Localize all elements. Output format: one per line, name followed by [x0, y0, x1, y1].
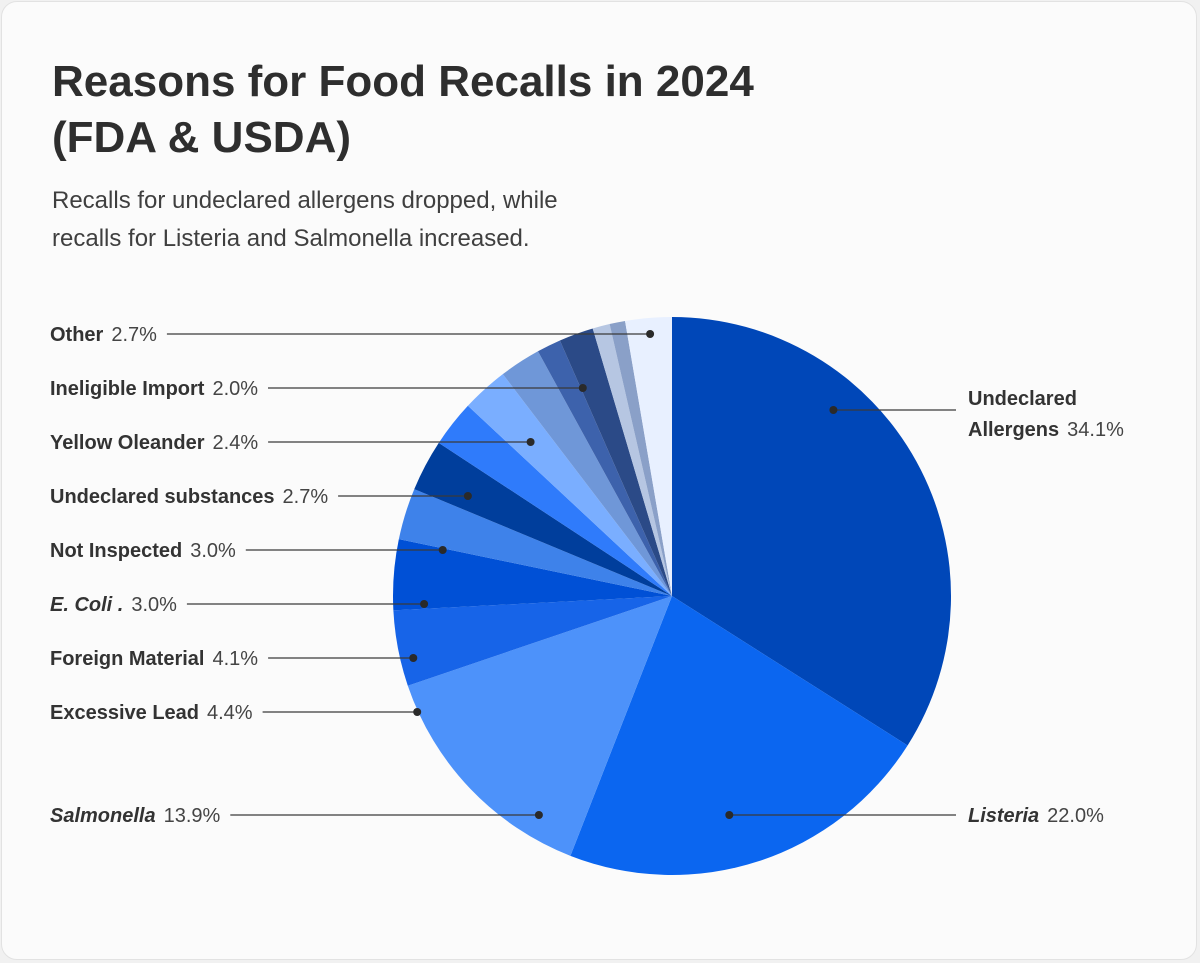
slice-label-listeria: Listeria 22.0% — [968, 805, 1104, 827]
pie-slice-ineligible-import — [559, 328, 672, 596]
slice-label-name: Foreign Material — [50, 648, 204, 670]
slice-label-value: 13.9% — [164, 805, 221, 827]
pie-slice-yellow-oleander — [502, 351, 672, 596]
leader-dot-yellow-oleander — [526, 438, 535, 446]
pie-slices — [392, 317, 952, 875]
slice-label-name-line2: Allergens — [968, 419, 1059, 441]
pie-slice-e-coli — [398, 489, 672, 596]
slice-label-name: Undeclared substances — [50, 486, 275, 508]
pie-slice-undeclared-allergens — [672, 317, 952, 746]
slice-label-value: 4.1% — [212, 648, 258, 670]
slice-label-value: 3.0% — [131, 594, 177, 616]
slice-label-name: Ineligible Import — [50, 378, 205, 400]
title-line-2: (FDA & USDA) — [52, 113, 351, 162]
slice-label-value: 2.7% — [283, 486, 329, 508]
pie-slice-unlabeled-8 — [467, 374, 672, 596]
slice-label-undeclared-substances: Undeclared substances 2.7% — [50, 486, 328, 508]
pie-slice-foreign-material — [392, 539, 672, 611]
slice-label-excessive-lead: Excessive Lead 4.4% — [50, 702, 253, 724]
slice-label-name: Other — [50, 324, 104, 346]
subtitle-line-2: recalls for Listeria and Salmonella incr… — [52, 225, 530, 252]
slice-label-value: 2.0% — [212, 378, 258, 400]
slice-label-other: Other 2.7% — [50, 324, 157, 346]
slice-label-salmonella: Salmonella 13.9% — [50, 805, 221, 827]
slice-label-yellow-oleander: Yellow Oleander 2.4% — [50, 432, 258, 454]
leader-dot-excessive-lead — [413, 708, 422, 716]
slice-label-ineligible-import: Ineligible Import 2.0% — [50, 378, 258, 400]
leader-dot-e-coli — [420, 600, 429, 608]
slice-label-name: Salmonella — [50, 805, 156, 827]
pie-slice-unlabeled-10 — [537, 340, 672, 596]
leader-dot-other — [646, 330, 655, 338]
leader-lines — [166, 330, 956, 819]
slice-label-undeclared-allergens: Undeclared Allergens 34.1% — [968, 388, 1124, 441]
slice-label-name-line1: Undeclared — [968, 388, 1077, 410]
pie-slice-excessive-lead — [393, 596, 672, 686]
pie-slice-unlabeled-13 — [609, 320, 672, 596]
page-title: Reasons for Food Recalls in 2024 (FDA & … — [52, 54, 952, 166]
pie-slice-not-inspected — [414, 442, 672, 596]
leader-dot-undeclared-allergens — [829, 406, 838, 414]
slice-label-value: 2.4% — [213, 432, 259, 454]
leader-dot-salmonella — [534, 811, 543, 819]
slice-label-value: 2.7% — [111, 324, 157, 346]
pie-slice-other — [625, 317, 672, 596]
page-subtitle: Recalls for undeclared allergens dropped… — [52, 182, 712, 258]
slice-label-not-inspected: Not Inspected 3.0% — [50, 540, 236, 562]
slice-label-value: 22.0% — [1047, 805, 1104, 827]
slice-label-value: 34.1% — [1067, 419, 1124, 441]
leader-dot-foreign-material — [409, 654, 418, 662]
slice-label-name: Excessive Lead — [50, 702, 199, 724]
slice-labels: Undeclared Allergens 34.1% Listeria 22.0% Sal… — [50, 324, 1124, 827]
subtitle-line-1: Recalls for undeclared allergens dropped… — [52, 187, 558, 214]
pie-slice-undeclared-substances — [438, 405, 672, 596]
pie-slice-unlabeled-12 — [592, 324, 672, 596]
slice-label-name: E. Coli . — [50, 594, 123, 616]
slice-label-name: Not Inspected — [50, 540, 182, 562]
pie-slice-listeria — [570, 596, 908, 875]
slice-label-e-coli: E. Coli . 3.0% — [50, 594, 177, 616]
slice-label-value: 3.0% — [190, 540, 236, 562]
slice-label-foreign-material: Foreign Material 4.1% — [50, 648, 258, 670]
slice-label-name: Listeria — [968, 805, 1039, 827]
leader-dot-listeria — [725, 811, 734, 819]
slice-label-value: 4.4% — [207, 702, 253, 724]
title-line-1: Reasons for Food Recalls in 2024 — [52, 57, 754, 106]
leader-dot-ineligible-import — [578, 384, 587, 392]
slice-label-name: Yellow Oleander — [50, 432, 205, 454]
leader-dot-undeclared-substances — [463, 492, 472, 500]
pie-slice-salmonella — [407, 596, 672, 856]
leader-dot-not-inspected — [438, 546, 447, 554]
